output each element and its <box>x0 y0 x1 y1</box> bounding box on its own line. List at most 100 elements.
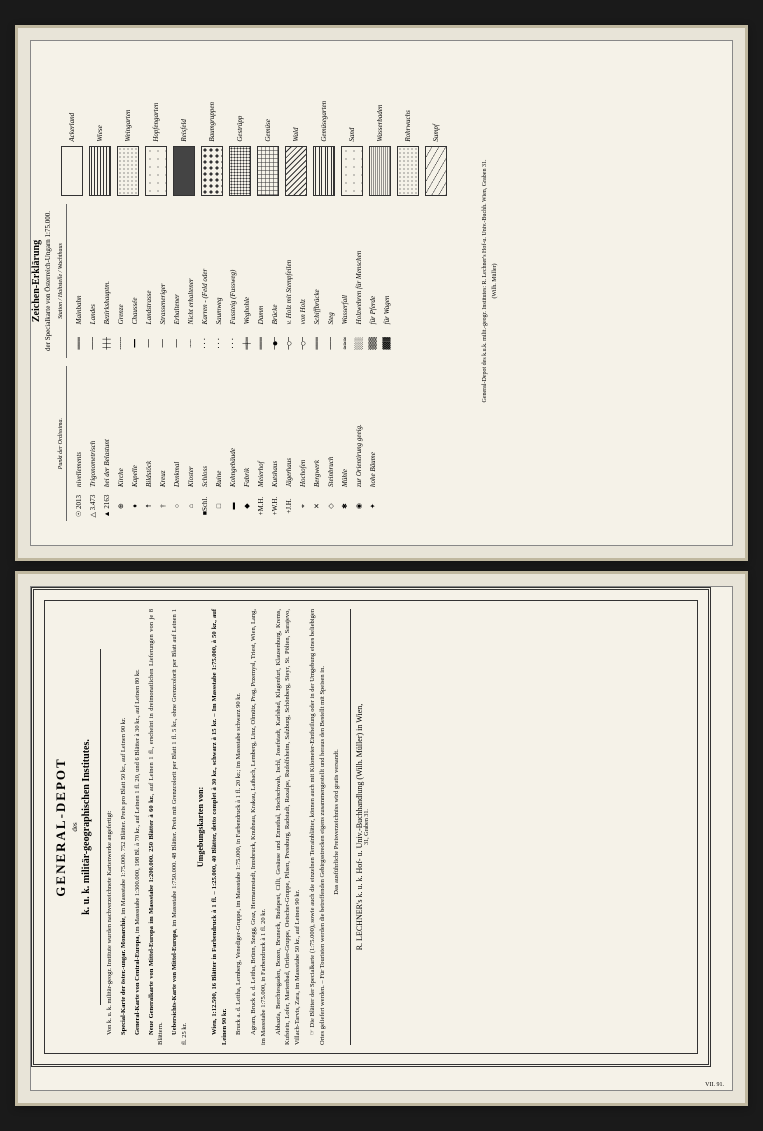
symbol-icon: ≈≈≈ <box>339 328 351 358</box>
page-inner-2: GENERAL-DEPOT des k. u. k. militär-geogr… <box>30 586 733 1092</box>
symbol-icon: ⌖ <box>297 491 309 521</box>
legend-label: Kutshaus <box>271 461 279 487</box>
depot-inner: GENERAL-DEPOT des k. u. k. militär-geogr… <box>44 600 698 1054</box>
legend-label: Saumweg <box>215 297 223 324</box>
legend-label: Hochofen <box>299 460 307 487</box>
symbol-icon: ═══ <box>311 328 323 358</box>
legend-label: Rohrwuchs <box>404 110 412 142</box>
depot-product: General-Karte von Central-Europa, im Mas… <box>133 609 142 1045</box>
legend-label: Kloster <box>187 466 195 487</box>
page-code: VII. 91. <box>705 1082 724 1088</box>
symbol-icon: +W.H. <box>269 491 281 521</box>
legend-item: ░░░ Holzwehren für Menschen <box>352 204 366 359</box>
symbol-icon: ─○─ <box>283 328 295 358</box>
depot-product: Neue Generalkarte von Mittel-Europa im M… <box>147 609 165 1045</box>
legend-item: Wald <box>282 41 310 196</box>
depot-body: Von k. u. k. militär-geogr. Institute wu… <box>105 609 342 1045</box>
legend-item: Gemüse <box>254 41 282 196</box>
symbol-icon: ─── <box>325 328 337 358</box>
legend-item: Sand <box>338 41 366 196</box>
symbol-icon: ▒▒▒ <box>367 328 379 358</box>
legend-content: Zeichen-Erklärung der Specialkarte von Ö… <box>31 41 711 521</box>
symbol-icon: † <box>157 491 169 521</box>
page-legend: Zeichen-Erklärung der Specialkarte von Ö… <box>15 25 748 561</box>
umgebung-intro: Wien, 1:12.500, 16 Blätter in Farbendruc… <box>210 609 230 1045</box>
legend-col-1: Punkt der Ordissima. ☉ 2013nivellements△… <box>58 366 478 521</box>
legend-label: Damm <box>257 306 265 325</box>
legend-item: Gemüsegarten <box>310 41 338 196</box>
symbol-icon: △ 3.473 <box>87 491 99 521</box>
legend-label: Wiese <box>96 125 104 141</box>
symbol-icon: ─●─ <box>269 328 281 358</box>
pattern-swatch <box>341 146 363 196</box>
symbol-icon: ─── <box>87 328 99 358</box>
pattern-swatch <box>229 146 251 196</box>
symbol-icon: +J.H. <box>283 491 295 521</box>
legend-label: Nicht erhaltener <box>187 278 195 324</box>
symbol-icon: ░░░ <box>353 328 365 358</box>
legend-label: Erhaltener <box>173 294 181 324</box>
legend-item: Ackerland <box>58 41 86 196</box>
pattern-swatch <box>173 146 195 196</box>
legend-label: Wasserbaden <box>376 105 384 142</box>
legend-label: Fabrik <box>243 468 251 487</box>
legend-label: Gestrüpp <box>236 116 244 142</box>
legend-item: Wasserbaden <box>366 41 394 196</box>
legend-item: Weingarten <box>114 41 142 196</box>
legend-col-2: Station / Haltstelle / Wachthaus ═══Main… <box>58 204 478 359</box>
symbol-icon: ═══ <box>73 328 85 358</box>
symbol-icon: ··· <box>199 328 211 358</box>
legend-item: ▲ 2163bei der Belastunt <box>100 366 114 521</box>
depot-title: GENERAL-DEPOT <box>53 609 69 1045</box>
legend-footer-2: (Wilh. Müller) <box>492 41 498 521</box>
legend-item: ─○─v. Holz mit Stempfeilen <box>282 204 296 359</box>
legend-item: ▓▓▓für Wagen <box>380 204 394 359</box>
symbol-icon: ◉ <box>353 491 365 521</box>
legend-label: zur Orientirung geeig. <box>355 424 363 487</box>
legend-item: +J.H.Jägerhaus <box>282 366 296 521</box>
symbol-icon: ▬ <box>227 491 239 521</box>
legend-item: ✱Mühle <box>338 366 352 521</box>
legend-label: Holzwehren für Menschen <box>355 251 363 325</box>
legend-label: bei der Belastunt <box>103 439 111 487</box>
legend-label: Bezirkshauptm. <box>103 281 111 324</box>
legend-label: für Pferde <box>369 296 377 324</box>
legend-item: +M.H.Meierhof <box>254 366 268 521</box>
symbol-icon: ◇ <box>325 491 337 521</box>
legend-item: Hopfengarten <box>142 41 170 196</box>
legend-label: Kohngebäude <box>229 448 237 487</box>
page-inner: Zeichen-Erklärung der Specialkarte von Ö… <box>30 40 733 546</box>
legend-label: Sumpf <box>432 124 440 142</box>
pattern-swatch <box>201 146 223 196</box>
legend-label: Steinbruch <box>327 457 335 487</box>
legend-item: ▒▒▒ für Pferde <box>366 204 380 359</box>
symbol-icon: ✕ <box>311 491 323 521</box>
legend-item: ◇ Steinbruch <box>324 366 338 521</box>
pattern-swatch <box>313 146 335 196</box>
legend-col-3: AckerlandWieseWeingartenHopfengartenReis… <box>58 41 478 196</box>
legend-item: ──Erhaltener <box>170 204 184 359</box>
legend-item: ✕Bergwerk <box>310 366 324 521</box>
legend-item: ≈≈≈Wasserfall <box>338 204 352 359</box>
symbol-icon: ━━ <box>129 328 141 358</box>
legend-item: ☨Bildstöck <box>142 366 156 521</box>
pattern-swatch <box>117 146 139 196</box>
legend-item: ■Schl.Schloss <box>198 366 212 521</box>
legend-label: Landstrasse <box>145 290 153 324</box>
legend-label: Schiffbrücke <box>313 289 321 324</box>
symbol-icon: ── <box>143 328 155 358</box>
legend-subtitle: der Specialkarte von Österreich-Ungarn 1… <box>44 41 52 521</box>
symbol-icon: ┄┄ <box>185 328 197 358</box>
depot-product: Special-Karte der öster.-ungar. Monarchi… <box>119 609 128 1045</box>
depot-cities: Wien, 1:12.500, 16 Blätter in Farbendruc… <box>210 609 342 1045</box>
legend-title: Zeichen-Erklärung <box>31 41 42 521</box>
legend-label: Schloss <box>201 466 209 487</box>
legend-item: ═╪═Weghohle <box>240 204 254 359</box>
page-depot: GENERAL-DEPOT des k. u. k. militär-geogr… <box>15 571 748 1107</box>
legend-item: ──Strasseneriger <box>156 204 170 359</box>
legend-label: Gemüsegarten <box>320 101 328 142</box>
legend-label: hohe Bäume <box>369 452 377 487</box>
legend-item: □Ruine <box>212 366 226 521</box>
legend-item: ━━Chaussée <box>128 204 142 359</box>
symbol-icon: ── <box>157 328 169 358</box>
